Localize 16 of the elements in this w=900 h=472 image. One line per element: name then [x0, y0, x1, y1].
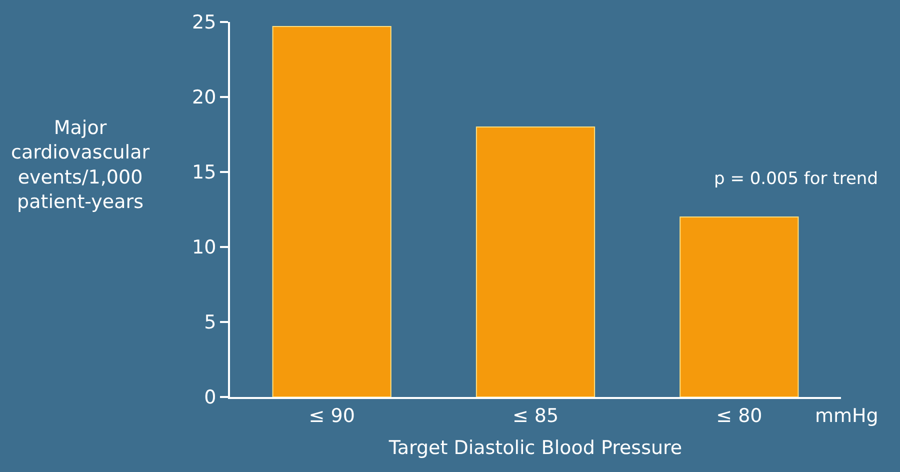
y-tick-label: 5	[204, 312, 216, 334]
x-axis-title: Target Diastolic Blood Pressure	[388, 437, 682, 460]
x-tick-label: ≤ 80	[716, 404, 762, 427]
y-tick-label: 0	[204, 386, 216, 409]
y-tick-label: 20	[192, 86, 216, 109]
y-axis-title: Major cardiovascular events/1,000 patient-years	[11, 117, 150, 214]
bar	[476, 126, 596, 397]
bar	[680, 216, 799, 397]
y-tick-label: 10	[192, 236, 216, 259]
text: mmHg	[815, 405, 878, 427]
y-tick-label: 25	[192, 12, 216, 34]
x-tick-label: ≤ 90	[308, 404, 355, 427]
x-tick-label: ≤ 85	[512, 404, 559, 427]
bar	[272, 26, 392, 397]
y-tick-label: 15	[192, 162, 216, 184]
annotation: p = 0.005 for trend	[714, 169, 878, 189]
